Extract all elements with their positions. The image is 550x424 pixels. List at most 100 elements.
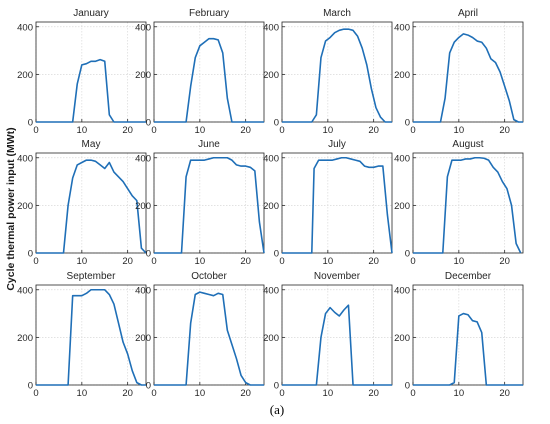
x-tick-label: 0 [151,256,156,267]
x-tick-label: 10 [195,125,206,136]
x-tick-label: 20 [368,388,379,399]
y-tick-label: 200 [17,333,33,344]
plot-frame [412,152,524,254]
plot-frame [412,284,524,386]
plot-frame [412,21,524,123]
y-tick-label: 0 [28,381,33,392]
plot-frame [35,284,147,386]
x-tick-label: 0 [410,256,415,267]
y-tick-label: 400 [394,153,410,164]
panel-title: October [191,271,227,282]
y-tick-label: 400 [135,22,151,33]
panel-title: August [452,139,483,150]
y-tick-label: 200 [263,201,279,212]
series-line-august [413,156,522,254]
x-tick-label: 0 [33,388,38,399]
x-tick-label: 0 [279,256,284,267]
panel-title: January [73,8,109,19]
series-line-january [36,58,146,123]
y-tick-label: 0 [28,118,33,129]
y-tick-label: 200 [17,201,33,212]
y-tick-label: 200 [394,333,410,344]
panel-title: November [314,271,361,282]
series-line-march [282,28,392,123]
x-tick-label: 20 [368,256,379,267]
plot-frame [35,152,147,254]
x-tick-label: 20 [499,256,510,267]
y-tick-label: 0 [274,249,279,260]
y-tick-label: 400 [17,153,33,164]
y-tick-label: 0 [274,381,279,392]
series-line-december [413,312,523,386]
panel-title: April [458,8,478,19]
series-line-september [36,288,146,386]
y-tick-label: 0 [274,118,279,129]
panel-title: March [323,8,351,19]
panel-title: December [445,271,492,282]
x-tick-label: 0 [279,125,284,136]
panel-title: September [67,271,117,282]
x-tick-label: 0 [410,388,415,399]
x-tick-label: 10 [454,388,465,399]
panel-title: July [328,139,346,150]
x-tick-label: 10 [195,388,206,399]
x-tick-label: 20 [499,125,510,136]
y-tick-label: 200 [135,201,151,212]
x-tick-label: 10 [454,256,465,267]
plot-frame [281,152,393,254]
y-tick-label: 400 [394,22,410,33]
series-line-february [154,37,264,123]
y-axis-label: Cycle thermal power input (MWt) [5,127,17,290]
x-tick-label: 0 [33,125,38,136]
x-tick-label: 20 [368,125,379,136]
series-line-october [154,291,264,386]
series-line-june [154,156,265,254]
plot-frame [281,284,393,386]
plot-frame [35,21,147,123]
x-tick-label: 0 [279,388,284,399]
y-tick-label: 0 [28,249,33,260]
plot-frame [153,284,265,386]
y-tick-label: 0 [146,381,151,392]
y-tick-label: 200 [263,333,279,344]
y-tick-label: 0 [146,249,151,260]
y-tick-label: 200 [263,70,279,81]
y-tick-label: 400 [17,285,33,296]
x-tick-label: 20 [122,256,133,267]
y-tick-label: 200 [135,333,151,344]
series-line-november [282,304,392,386]
y-tick-label: 0 [405,381,410,392]
x-tick-label: 10 [323,256,334,267]
x-tick-label: 20 [240,256,251,267]
x-tick-label: 20 [499,388,510,399]
x-tick-label: 20 [122,125,133,136]
x-tick-label: 0 [33,256,38,267]
figure-caption: (a) [270,402,284,417]
y-tick-label: 400 [394,285,410,296]
x-tick-label: 10 [77,388,88,399]
y-tick-label: 400 [263,22,279,33]
x-tick-label: 0 [410,125,415,136]
panel-title: February [189,8,229,19]
y-tick-label: 0 [405,249,410,260]
panel-title: May [82,139,101,150]
x-tick-label: 20 [240,125,251,136]
panel-title: June [198,139,220,150]
plot-frame [281,21,393,123]
x-tick-label: 10 [323,388,334,399]
series-line-july [282,156,393,254]
x-tick-label: 10 [77,256,88,267]
plot-frame [153,152,265,254]
x-tick-label: 10 [323,125,334,136]
